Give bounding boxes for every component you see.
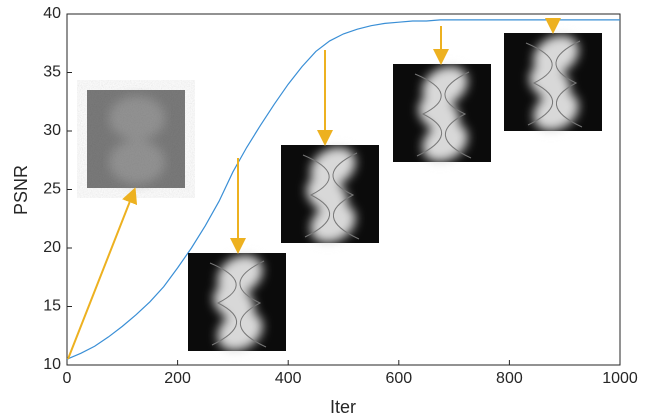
x-axis-label: Iter (330, 397, 356, 417)
y-axis-label: PSNR (11, 165, 31, 215)
arrow (67, 187, 138, 360)
y-tick-label: 10 (43, 356, 61, 373)
x-tick-label: 1000 (602, 370, 638, 387)
inset-image (188, 247, 286, 358)
inset-image (393, 58, 491, 169)
inset-image (281, 139, 379, 250)
arrows (67, 18, 561, 360)
x-tick-label: 0 (63, 370, 72, 387)
insets (87, 27, 602, 358)
y-tick-label: 40 (43, 5, 61, 22)
y-tick-label: 20 (43, 239, 61, 256)
inset-image (504, 27, 602, 138)
x-tick-label: 800 (496, 370, 523, 387)
inset-image (87, 90, 185, 188)
y-tick-label: 15 (43, 298, 61, 315)
line-series (66, 19, 620, 360)
y-tick-label: 30 (43, 122, 61, 139)
x-tick-label: 200 (164, 370, 191, 387)
y-tick-label: 35 (43, 64, 61, 81)
x-tick-label: 400 (275, 370, 302, 387)
x-tick-label: 600 (385, 370, 412, 387)
y-tick-label: 25 (43, 181, 61, 198)
